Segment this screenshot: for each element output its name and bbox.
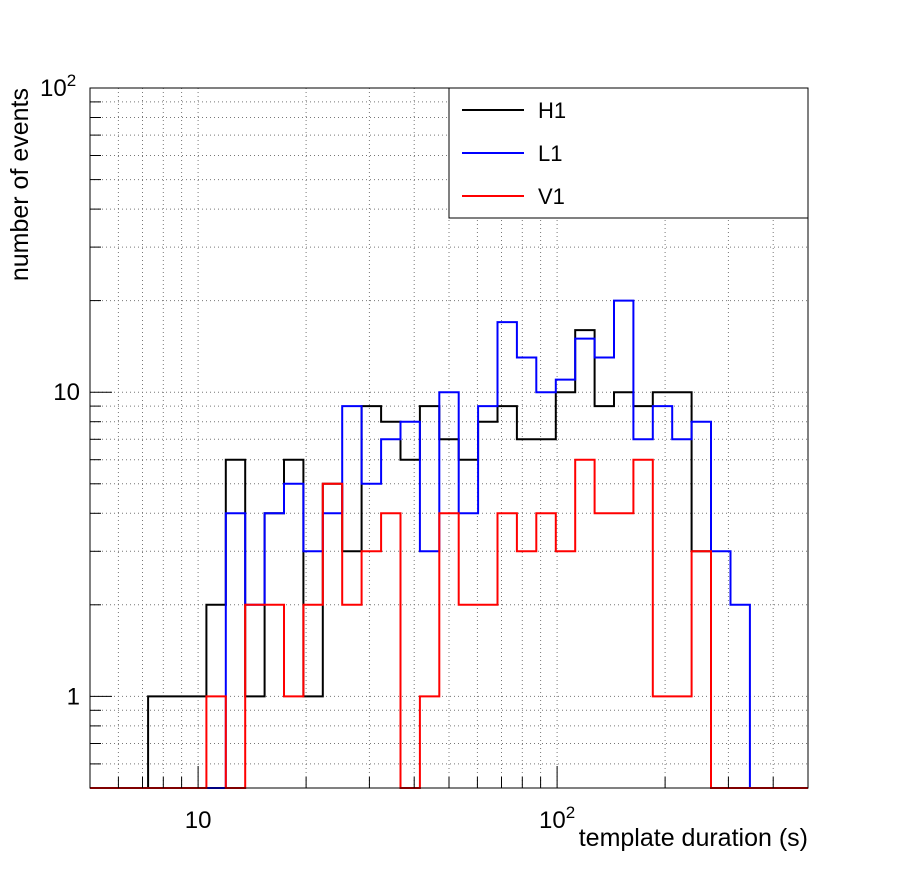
tick-labels: 10 102 1 10 102: [40, 71, 575, 834]
y-tick-label: 1: [67, 683, 80, 710]
legend-label-v1: V1: [538, 184, 565, 209]
x-axis-title: template duration (s): [579, 824, 808, 852]
y-tick-label: 10: [53, 379, 80, 406]
legend-label-h1: H1: [538, 98, 566, 123]
x-tick-label: 102: [539, 803, 575, 834]
y-axis-title: number of events: [6, 88, 34, 281]
y-tick-label: 102: [40, 71, 76, 102]
legend-label-l1: L1: [538, 141, 562, 166]
x-tick-label: 10: [185, 807, 212, 834]
axis-ticks: [90, 87, 774, 788]
legend: H1 L1 V1: [448, 87, 809, 219]
